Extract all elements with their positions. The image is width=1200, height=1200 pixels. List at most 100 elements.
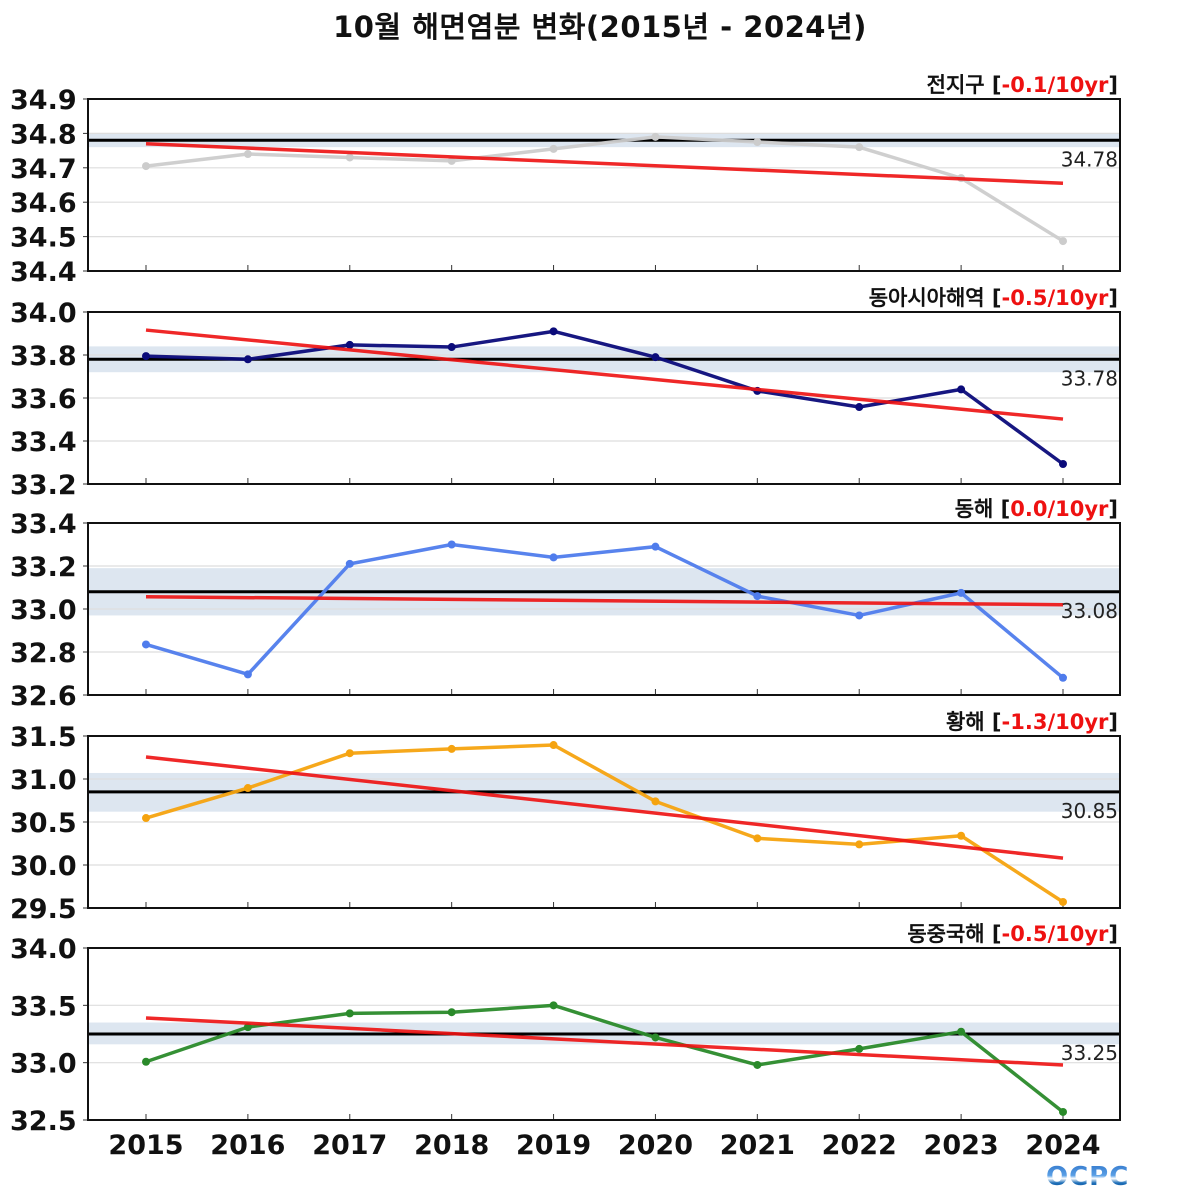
trend-line [145, 328, 1064, 421]
data-point [447, 540, 456, 549]
data-point [243, 1023, 252, 1032]
bracket: ] [1108, 497, 1118, 521]
x-tick-label: 2019 [516, 1130, 591, 1161]
panel-frame [87, 311, 1121, 485]
ocpc-logo: OCPC [1046, 1162, 1130, 1192]
data-point [243, 355, 252, 364]
bracket: ] [1108, 73, 1118, 97]
data-point [651, 132, 660, 141]
data-point [345, 340, 354, 349]
panel-4: 32.5 33.0 33.5 34.0 33.25 동중국해 [-0.5/10yr] [10, 922, 1121, 1137]
data-point [447, 744, 456, 753]
data-point [651, 542, 660, 551]
data-point [1059, 237, 1067, 246]
y-tick-label: 33.0 [10, 595, 77, 626]
data-point [243, 150, 252, 159]
panel-2: 32.6 32.8 33.0 33.2 33.4 33.08 동해 [0.0/10yr] [10, 497, 1121, 712]
trend-rate-label: 0.0/10yr [1010, 497, 1109, 521]
x-tick-label: 2023 [924, 1130, 999, 1161]
data-point [345, 559, 354, 568]
data-point [753, 834, 762, 843]
y-tick-label: 33.5 [10, 991, 77, 1022]
data-point [549, 327, 558, 336]
trend-line [145, 755, 1064, 860]
data-point [855, 611, 864, 620]
data-point [957, 588, 966, 597]
x-tick-label: 2020 [618, 1130, 693, 1161]
trend-rate-label: -0.5/10yr [1002, 922, 1109, 946]
y-tick-label: 34.0 [10, 934, 77, 965]
series-line [145, 329, 1065, 466]
data-point [345, 1009, 354, 1018]
data-point [142, 162, 150, 171]
mean-value-label: 33.08 [1061, 599, 1118, 623]
data-point [549, 144, 558, 153]
panel-1: 33.2 33.4 33.6 33.8 34.0 33.78 동아시아해역 [-0.5/10… [10, 286, 1121, 501]
x-tick-label: 2015 [108, 1130, 183, 1161]
data-point [142, 640, 150, 649]
series-line [145, 1003, 1065, 1114]
data-point [753, 1060, 762, 1069]
panel-region-name: 동중국해 [ [907, 922, 1001, 946]
bracket: ] [1108, 286, 1118, 310]
data-point [1059, 1107, 1067, 1116]
data-point [142, 1057, 150, 1066]
data-point [345, 749, 354, 758]
mean-value-label: 33.25 [1061, 1041, 1118, 1065]
panel-frame [87, 522, 1121, 696]
panel-title: 황해 [-1.3/10yr] [946, 710, 1118, 734]
data-point [957, 1027, 966, 1036]
series-line [145, 135, 1064, 243]
x-tick-label: 2021 [720, 1130, 795, 1161]
panel-title: 전지구 [-0.1/10yr] [927, 73, 1118, 97]
panel-0: 34.434.5 34.634.7 34.834.9 34.78 전지구 [-0.1/1… [10, 73, 1121, 288]
x-tick-label: 2024 [1025, 1130, 1100, 1161]
data-point [651, 797, 660, 806]
y-tick-label: 29.5 [10, 894, 77, 925]
data-point [243, 670, 252, 679]
data-point [753, 592, 762, 601]
data-point [855, 840, 864, 849]
y-tick-label: 31.0 [10, 765, 77, 796]
data-point [243, 784, 252, 793]
x-tick-label: 2016 [210, 1130, 285, 1161]
bracket: ] [1108, 710, 1118, 734]
data-point [1059, 897, 1067, 906]
data-point [447, 156, 456, 165]
series-line [145, 743, 1064, 904]
y-tick-label: 34.8 [10, 119, 77, 150]
panel-frame [87, 735, 1121, 909]
y-tick-label: 32.5 [10, 1106, 77, 1137]
y-tick-label: 34.4 [10, 257, 77, 288]
y-tick-label: 34.5 [10, 223, 77, 254]
data-point [651, 1033, 660, 1042]
trend-rate-label: -0.5/10yr [1002, 286, 1109, 310]
data-point [753, 138, 762, 146]
data-point [855, 143, 864, 152]
mean-value-label: 33.78 [1061, 366, 1118, 390]
data-point [142, 352, 150, 361]
y-tick-label: 32.8 [10, 638, 77, 669]
y-tick-label: 33.2 [10, 470, 77, 501]
y-tick-label: 32.6 [10, 681, 77, 712]
y-tick-label: 34.9 [10, 85, 77, 116]
data-point [142, 814, 150, 823]
panel-region-name: 동해 [ [955, 497, 1011, 521]
trend-line [145, 141, 1064, 186]
y-tick-label: 33.2 [10, 552, 77, 583]
panel-title: 동아시아해역 [-0.5/10yr] [869, 286, 1118, 310]
data-point [549, 741, 558, 750]
x-tick-label: 2018 [414, 1130, 489, 1161]
panel-3: 29.5 30.0 30.5 31.0 31.5 30.85 황해 [-1.3/10yr] [10, 710, 1121, 925]
panel-region-name: 전지구 [ [927, 73, 1002, 97]
y-tick-label: 33.0 [10, 1049, 77, 1080]
y-tick-label: 33.4 [10, 509, 77, 540]
panel-region-name: 황해 [ [946, 710, 1002, 734]
data-point [549, 553, 558, 562]
bracket: ] [1108, 922, 1118, 946]
trend-line [145, 1016, 1064, 1067]
data-point [957, 831, 966, 840]
data-point [855, 1044, 864, 1053]
mean-value-label: 34.78 [1061, 147, 1118, 171]
